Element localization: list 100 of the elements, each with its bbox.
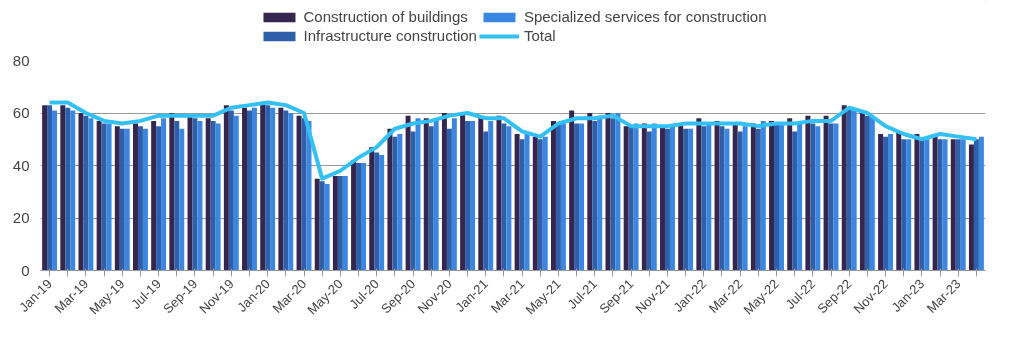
bar bbox=[342, 176, 348, 271]
bar bbox=[306, 120, 312, 271]
bar bbox=[60, 105, 66, 271]
bar bbox=[78, 113, 84, 271]
bar bbox=[797, 123, 803, 271]
y-tick-label: 40 bbox=[12, 156, 30, 174]
bar bbox=[197, 120, 203, 271]
bar bbox=[810, 123, 816, 271]
bar bbox=[805, 115, 811, 271]
bar bbox=[769, 120, 775, 271]
bar bbox=[52, 110, 58, 271]
bar bbox=[387, 128, 393, 271]
bar bbox=[470, 120, 476, 271]
bar bbox=[542, 136, 548, 271]
y-tick-label: 80 bbox=[12, 51, 30, 69]
bar bbox=[919, 139, 925, 271]
bar bbox=[247, 110, 252, 271]
bar bbox=[161, 118, 167, 271]
bar bbox=[423, 118, 429, 271]
bar bbox=[114, 126, 120, 271]
bar bbox=[732, 123, 738, 271]
bar bbox=[270, 107, 276, 271]
bar bbox=[451, 118, 457, 271]
bar bbox=[774, 123, 779, 271]
bar bbox=[587, 113, 593, 271]
bar bbox=[428, 126, 434, 271]
bar bbox=[851, 110, 857, 271]
bar bbox=[501, 123, 507, 271]
bar bbox=[532, 136, 538, 271]
bar bbox=[169, 113, 175, 271]
bar bbox=[955, 139, 961, 271]
bar bbox=[47, 105, 53, 271]
bar bbox=[233, 115, 239, 271]
bar bbox=[878, 134, 884, 271]
bar bbox=[615, 113, 621, 271]
bar bbox=[379, 155, 385, 271]
bar bbox=[610, 118, 616, 271]
bar bbox=[537, 139, 543, 271]
bar bbox=[369, 147, 375, 271]
bar bbox=[792, 131, 798, 271]
bar bbox=[701, 126, 707, 271]
bar bbox=[242, 107, 248, 271]
bar bbox=[696, 118, 702, 271]
y-tick-label: 60 bbox=[12, 104, 30, 121]
bar bbox=[405, 115, 411, 271]
bar bbox=[88, 118, 94, 271]
bar bbox=[215, 123, 221, 271]
bar bbox=[555, 123, 561, 271]
bar bbox=[205, 118, 211, 271]
bar bbox=[42, 105, 48, 271]
bar bbox=[714, 120, 720, 271]
bar bbox=[914, 134, 920, 271]
bar bbox=[156, 126, 162, 271]
y-tick-label: 20 bbox=[12, 209, 30, 226]
bar bbox=[815, 126, 821, 271]
bar bbox=[433, 118, 439, 271]
bar bbox=[968, 144, 974, 271]
bar bbox=[678, 123, 684, 271]
bar bbox=[592, 120, 598, 271]
bar bbox=[488, 120, 494, 271]
bar bbox=[119, 128, 125, 271]
bar bbox=[332, 176, 338, 271]
bar bbox=[65, 107, 71, 271]
bar bbox=[314, 178, 320, 271]
bar bbox=[960, 139, 966, 271]
bar bbox=[669, 126, 675, 271]
bar bbox=[787, 118, 793, 271]
y-tick-label: 0 bbox=[21, 261, 30, 279]
bar bbox=[296, 115, 302, 271]
bar bbox=[550, 120, 556, 271]
line-series bbox=[47, 100, 979, 181]
bar bbox=[724, 128, 730, 271]
bar bbox=[937, 139, 943, 271]
bar bbox=[896, 131, 902, 271]
bar bbox=[859, 113, 865, 271]
bar bbox=[133, 123, 138, 271]
bar bbox=[623, 126, 629, 271]
bar bbox=[324, 183, 330, 271]
bar bbox=[392, 136, 398, 271]
bar bbox=[374, 152, 380, 271]
bar bbox=[106, 123, 112, 271]
bar bbox=[706, 123, 712, 271]
legend-label: Specialized services for construction bbox=[523, 8, 767, 25]
bar bbox=[688, 128, 694, 271]
bar bbox=[569, 110, 575, 271]
bar bbox=[737, 131, 743, 271]
bar bbox=[760, 120, 766, 271]
bar bbox=[278, 107, 284, 271]
bar bbox=[901, 139, 907, 271]
bar bbox=[628, 126, 634, 271]
bar bbox=[524, 134, 530, 271]
bar bbox=[950, 139, 956, 271]
bar bbox=[978, 136, 984, 271]
bar bbox=[210, 120, 216, 271]
legend-label: Total bbox=[523, 27, 556, 44]
bar bbox=[288, 113, 294, 271]
bar bbox=[174, 120, 180, 271]
bar bbox=[973, 139, 979, 271]
bar bbox=[83, 115, 89, 271]
bar bbox=[841, 105, 847, 271]
